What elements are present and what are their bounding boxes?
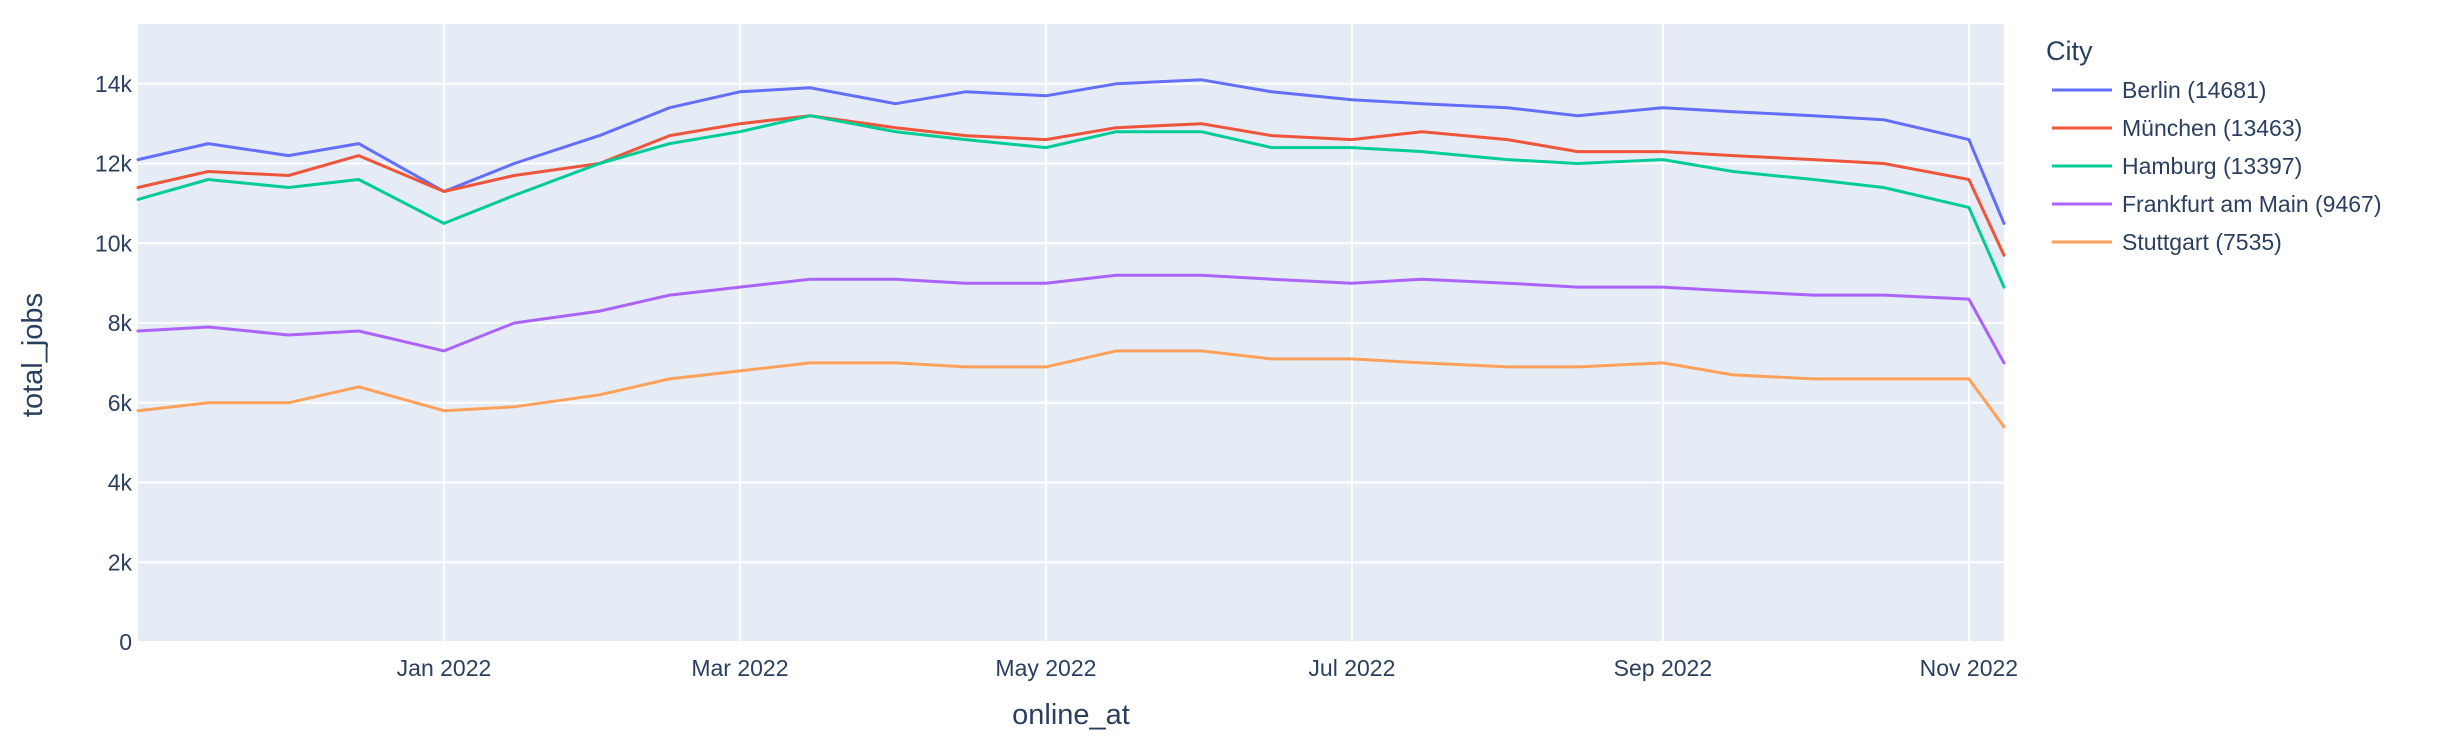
legend-label: Frankfurt am Main (9467) [2122,191,2381,217]
y-axis-ticks: 0 2k 4k 6k 8k 10k 12k 14k [95,71,133,655]
legend-item[interactable]: Stuttgart (7535) [2052,229,2282,255]
y-tick-label: 0 [119,629,132,655]
series-lines [136,78,2006,429]
legend-item[interactable]: Hamburg (13397) [2052,153,2302,179]
legend-title: City [2046,36,2093,66]
y-tick-label: 2k [108,549,133,575]
series-line-0[interactable] [136,78,2006,225]
legend-label: München (13463) [2122,115,2302,141]
legend-label: Stuttgart (7535) [2122,229,2282,255]
x-axis-title: online_at [1012,699,1130,731]
legend-label: Berlin (14681) [2122,77,2266,103]
x-tick-label: Jan 2022 [397,655,492,681]
y-tick-label: 6k [108,390,133,416]
gridlines [138,24,2004,643]
y-axis-title: total_jobs [17,293,49,417]
legend-item[interactable]: München (13463) [2052,115,2302,141]
plot-background [138,24,2004,642]
legend-label: Hamburg (13397) [2122,153,2302,179]
x-tick-label: Sep 2022 [1614,655,1712,681]
series-line-1[interactable] [136,114,2006,257]
y-tick-label: 4k [108,470,133,496]
x-axis-ticks: Jan 2022 Mar 2022 May 2022 Jul 2022 Sep 2022… [397,655,2018,681]
x-tick-label: May 2022 [995,655,1096,681]
y-tick-label: 14k [95,71,133,97]
x-tick-label: Mar 2022 [691,655,788,681]
y-tick-label: 12k [95,151,133,177]
series-line-2[interactable] [136,114,2006,289]
x-tick-label: Jul 2022 [1308,655,1395,681]
y-tick-label: 10k [95,230,133,256]
legend: City Berlin (14681) München (13463) Hambur… [2046,36,2381,255]
x-tick-label: Nov 2022 [1920,655,2018,681]
legend-items: Berlin (14681) München (13463) Hamburg (13… [2052,77,2381,255]
y-tick-label: 8k [108,310,133,336]
legend-item[interactable]: Frankfurt am Main (9467) [2052,191,2381,217]
legend-item[interactable]: Berlin (14681) [2052,77,2266,103]
series-line-3[interactable] [136,273,2006,365]
series-line-4[interactable] [136,349,2006,429]
